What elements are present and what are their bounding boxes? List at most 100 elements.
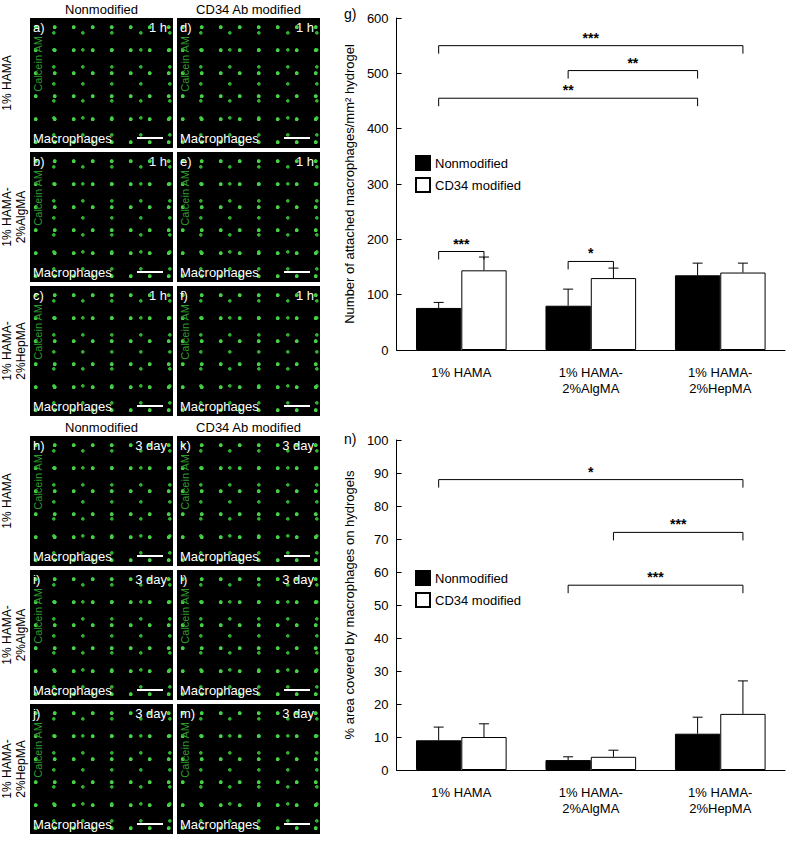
html-text:b): b) [33,154,45,169]
html-text:1 h: 1 h [295,154,314,169]
html-text:3 day: 3 day [135,438,167,453]
svg-text:*: * [588,464,594,480]
html-text:Nonmodified: Nonmodified [65,420,138,435]
html-text:1 h: 1 h [295,20,314,35]
svg-text:500: 500 [367,66,389,81]
svg-text:1% HAMA-: 1% HAMA- [688,365,752,380]
html-text:Macrophages: Macrophages [33,549,112,564]
svg-text:% area covered by macrophages: % area covered by macrophages on hydroge… [342,470,357,739]
svg-text:**: ** [627,55,638,71]
svg-text:Nonmodified: Nonmodified [435,156,508,171]
html-text:Calcein AM: Calcein AM [32,170,44,226]
html-text:1% HAMA- 2%AlgMA: 1% HAMA- 2%AlgMA [0,605,28,665]
html-text:Calcein AM: Calcein AM [32,722,44,778]
svg-text:n): n) [344,431,356,447]
html-text:d): d) [180,20,192,35]
svg-text:60: 60 [374,565,388,580]
html-text:Calcein AM: Calcein AM [179,722,191,778]
html-text:1% HAMA- 2%HepMA: 1% HAMA- 2%HepMA [0,739,28,799]
svg-text:300: 300 [367,177,389,192]
html-text:1% HAMA- 2%HepMA: 1% HAMA- 2%HepMA [0,321,28,381]
html-text:Macrophages: Macrophages [33,399,112,414]
svg-text:2%AlgMA: 2%AlgMA [562,801,619,816]
svg-text:CD34 modified: CD34 modified [435,178,521,193]
html-text:Macrophages: Macrophages [180,549,259,564]
svg-text:20: 20 [374,697,388,712]
html-text:CD34 Ab modified: CD34 Ab modified [196,2,301,17]
html-text:m): m) [180,706,196,721]
html-text:k): k) [180,438,191,453]
html-text:c): c) [33,288,44,303]
svg-text:70: 70 [374,532,388,547]
html-text:Macrophages: Macrophages [180,817,259,832]
svg-text:90: 90 [374,466,388,481]
html-text:Calcein AM: Calcein AM [32,36,44,92]
svg-text:2%AlgMA: 2%AlgMA [562,381,619,396]
svg-text:2%HepMA: 2%HepMA [689,801,751,816]
svg-text:Nonmodified: Nonmodified [435,571,508,586]
svg-text:***: *** [453,236,470,252]
html-text:Calcein AM: Calcein AM [179,304,191,360]
svg-text:g): g) [344,6,356,22]
html-text:Macrophages: Macrophages [180,265,259,280]
html-text:h): h) [33,438,45,453]
html-text:Macrophages: Macrophages [180,399,259,414]
svg-text:***: *** [647,569,664,585]
svg-text:***: *** [670,516,687,532]
html-text:3 day: 3 day [282,572,314,587]
html-text:1% HAMA: 1% HAMA [0,473,14,529]
svg-text:200: 200 [367,232,389,247]
html-text:Macrophages: Macrophages [33,265,112,280]
svg-text:100: 100 [367,433,389,448]
svg-text:100: 100 [367,287,389,302]
svg-text:40: 40 [374,631,388,646]
svg-text:1% HAMA-: 1% HAMA- [559,785,623,800]
svg-text:**: ** [563,82,574,98]
html-text:e): e) [180,154,192,169]
html-text:3 day: 3 day [282,706,314,721]
svg-text:50: 50 [374,598,388,613]
html-text:CD34 Ab modified: CD34 Ab modified [196,420,301,435]
html-text:3 day: 3 day [135,572,167,587]
html-text:Macrophages: Macrophages [33,683,112,698]
html-text:Macrophages: Macrophages [33,131,112,146]
html-text:Nonmodified: Nonmodified [65,2,138,17]
html-text:1 h: 1 h [295,288,314,303]
html-text:Macrophages: Macrophages [180,683,259,698]
html-text:f): f) [180,288,188,303]
svg-text:Number of attached macrophages: Number of attached macrophages/mm² hydro… [342,44,357,324]
svg-text:1% HAMA: 1% HAMA [431,365,491,380]
svg-text:1% HAMA-: 1% HAMA- [688,785,752,800]
svg-text:CD34 modified: CD34 modified [435,593,521,608]
svg-text:10: 10 [374,730,388,745]
html-text:1 h: 1 h [148,20,167,35]
html-text:1 h: 1 h [148,288,167,303]
html-text:Calcein AM: Calcein AM [179,36,191,92]
svg-text:0: 0 [381,763,388,778]
svg-text:600: 600 [367,11,389,26]
svg-text:1% HAMA-: 1% HAMA- [559,365,623,380]
html-text:Macrophages: Macrophages [33,817,112,832]
svg-text:400: 400 [367,121,389,136]
html-text:1 h: 1 h [148,154,167,169]
svg-text:*: * [588,245,594,261]
html-text:Calcein AM: Calcein AM [179,170,191,226]
html-text:Calcein AM: Calcein AM [32,454,44,510]
svg-text:***: *** [583,30,600,46]
html-text:i): i) [33,572,41,587]
html-text:Calcein AM: Calcein AM [179,588,191,644]
html-text:Macrophages: Macrophages [180,131,259,146]
html-text:1% HAMA- 2%AlgMA: 1% HAMA- 2%AlgMA [0,187,28,247]
html-text:3 day: 3 day [282,438,314,453]
svg-text:1% HAMA: 1% HAMA [431,785,491,800]
svg-text:80: 80 [374,499,388,514]
svg-text:0: 0 [381,343,388,358]
svg-text:2%HepMA: 2%HepMA [689,381,751,396]
html-text:3 day: 3 day [135,706,167,721]
svg-text:30: 30 [374,664,388,679]
html-text:Calcein AM: Calcein AM [32,304,44,360]
html-text:Calcein AM: Calcein AM [32,588,44,644]
html-text:1% HAMA: 1% HAMA [0,55,14,111]
html-text:a): a) [33,20,45,35]
html-text:Calcein AM: Calcein AM [179,454,191,510]
